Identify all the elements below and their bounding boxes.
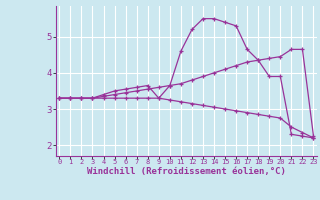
X-axis label: Windchill (Refroidissement éolien,°C): Windchill (Refroidissement éolien,°C)	[87, 167, 286, 176]
